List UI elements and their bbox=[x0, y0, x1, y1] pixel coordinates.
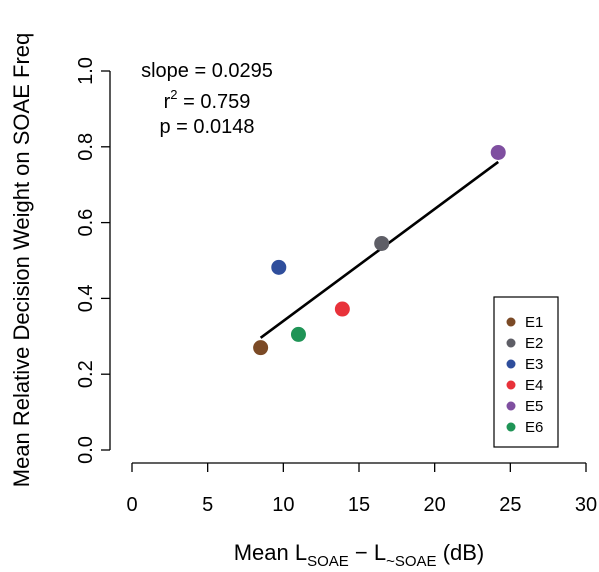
x-tick-label: 0 bbox=[126, 494, 137, 516]
x-title-suffix: (dB) bbox=[437, 540, 485, 565]
legend-marker-e6 bbox=[506, 422, 516, 432]
y-tick-label: 0.2 bbox=[75, 360, 97, 388]
legend: E1 E2 E3 E4 E5 E6 bbox=[493, 296, 559, 448]
p-value-annotation: p = 0.0148 bbox=[159, 116, 254, 138]
legend-label-e6: E6 bbox=[525, 419, 543, 436]
data-point-e6 bbox=[290, 326, 306, 342]
x-tick-label: 30 bbox=[575, 494, 597, 516]
y-axis-title: Mean Relative Decision Weight on SOAE Fr… bbox=[9, 33, 34, 487]
r2-base: r bbox=[164, 91, 171, 113]
y-axis: 0.0 0.2 0.4 0.6 0.8 1.0 bbox=[75, 57, 111, 464]
legend-label-e1: E1 bbox=[525, 314, 543, 331]
x-title-mid: − L bbox=[349, 540, 386, 565]
y-tick-label: 0.6 bbox=[75, 209, 97, 237]
data-point-e5 bbox=[490, 144, 506, 160]
x-title-sub2: ~SOAE bbox=[386, 553, 436, 570]
x-axis-title: Mean LSOAE − L~SOAE (dB) bbox=[234, 540, 485, 570]
data-point-e3 bbox=[271, 259, 287, 275]
legend-label-e4: E4 bbox=[525, 377, 543, 394]
legend-marker-e1 bbox=[506, 317, 516, 327]
y-tick-label: 0.0 bbox=[75, 436, 97, 464]
y-tick-label: 0.4 bbox=[75, 284, 97, 312]
slope-annotation: slope = 0.0295 bbox=[141, 60, 273, 82]
x-title-prefix: Mean L bbox=[234, 540, 307, 565]
x-tick-label: 5 bbox=[202, 494, 213, 516]
legend-marker-e2 bbox=[506, 338, 516, 348]
y-tick-label: 1.0 bbox=[75, 57, 97, 85]
legend-box bbox=[493, 296, 559, 448]
legend-marker-e4 bbox=[506, 380, 516, 390]
x-tick-label: 10 bbox=[272, 494, 294, 516]
legend-marker-e5 bbox=[506, 401, 516, 411]
legend-label-e3: E3 bbox=[525, 356, 543, 373]
x-tick-label: 15 bbox=[348, 494, 370, 516]
legend-marker-e3 bbox=[506, 359, 516, 369]
data-point-e1 bbox=[253, 340, 269, 356]
x-tick-label: 20 bbox=[424, 494, 446, 516]
data-point-e4 bbox=[334, 301, 350, 317]
r2-value: = 0.759 bbox=[178, 91, 251, 113]
r-squared-annotation: r2 = 0.759 bbox=[164, 87, 251, 113]
x-tick-label: 25 bbox=[499, 494, 521, 516]
data-point-e2 bbox=[374, 235, 390, 251]
y-tick-label: 0.8 bbox=[75, 133, 97, 161]
data-points bbox=[253, 144, 506, 356]
x-title-sub1: SOAE bbox=[307, 553, 349, 570]
r2-exponent: 2 bbox=[170, 87, 177, 102]
legend-label-e5: E5 bbox=[525, 398, 543, 415]
legend-label-e2: E2 bbox=[525, 335, 543, 352]
x-axis: 0 5 10 15 20 25 30 bbox=[126, 462, 597, 516]
